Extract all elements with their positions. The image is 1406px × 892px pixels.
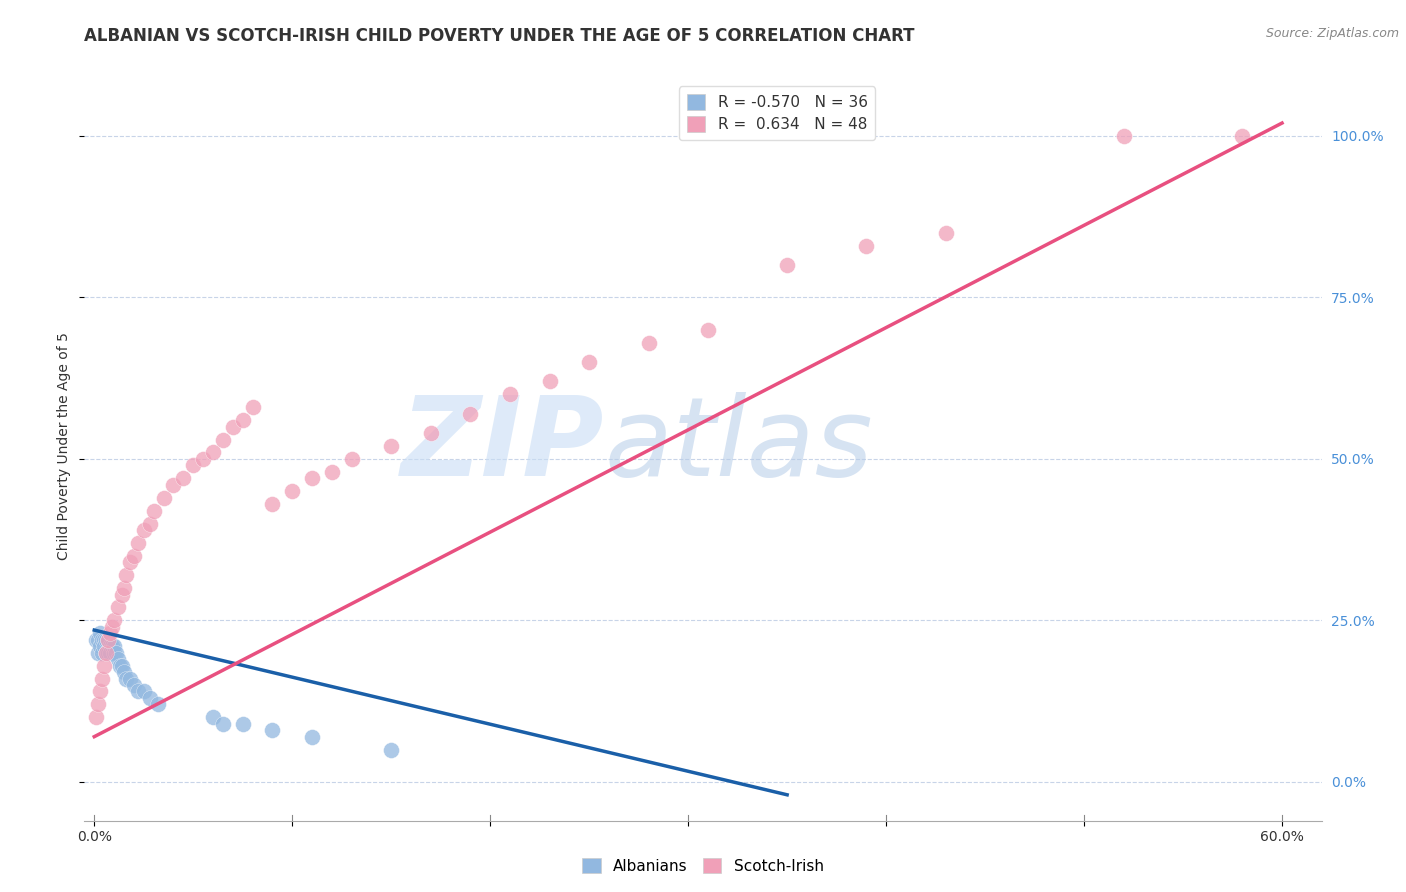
Point <box>103 646 125 660</box>
Point <box>301 471 323 485</box>
Point <box>103 614 125 628</box>
Point <box>112 581 135 595</box>
Point <box>97 632 120 647</box>
Point <box>181 458 204 473</box>
Point <box>89 639 111 653</box>
Point <box>94 646 117 660</box>
Point <box>94 632 117 647</box>
Point <box>162 477 184 491</box>
Point <box>93 639 115 653</box>
Point <box>91 632 114 647</box>
Text: Source: ZipAtlas.com: Source: ZipAtlas.com <box>1265 27 1399 40</box>
Point <box>321 465 343 479</box>
Point <box>301 730 323 744</box>
Point <box>637 335 659 350</box>
Point <box>89 626 111 640</box>
Point <box>202 710 225 724</box>
Point <box>118 555 141 569</box>
Point <box>538 375 561 389</box>
Point <box>87 646 110 660</box>
Point <box>380 742 402 756</box>
Point <box>1112 128 1135 143</box>
Point <box>460 407 482 421</box>
Point <box>115 672 138 686</box>
Point <box>934 226 956 240</box>
Text: 60.0%: 60.0% <box>1260 830 1303 845</box>
Point <box>111 588 134 602</box>
Point <box>1232 128 1254 143</box>
Point <box>222 419 245 434</box>
Point <box>97 632 120 647</box>
Point <box>212 716 235 731</box>
Point <box>111 658 134 673</box>
Point <box>578 355 600 369</box>
Text: ALBANIAN VS SCOTCH-IRISH CHILD POVERTY UNDER THE AGE OF 5 CORRELATION CHART: ALBANIAN VS SCOTCH-IRISH CHILD POVERTY U… <box>84 27 915 45</box>
Point <box>91 672 114 686</box>
Point <box>340 451 363 466</box>
Point <box>118 672 141 686</box>
Point <box>105 646 128 660</box>
Point <box>94 646 117 660</box>
Point <box>262 723 284 738</box>
Point <box>122 678 145 692</box>
Point <box>93 658 115 673</box>
Point <box>172 471 194 485</box>
Point <box>127 536 149 550</box>
Point <box>107 600 129 615</box>
Point <box>132 523 155 537</box>
Point <box>138 690 160 705</box>
Point <box>98 626 121 640</box>
Point <box>107 652 129 666</box>
Point <box>776 258 799 272</box>
Point <box>499 387 522 401</box>
Point <box>152 491 174 505</box>
Point <box>262 497 284 511</box>
Point <box>98 646 121 660</box>
Point <box>87 698 110 712</box>
Point <box>232 716 254 731</box>
Point <box>191 451 214 466</box>
Point <box>84 710 107 724</box>
Point <box>103 639 125 653</box>
Point <box>89 684 111 698</box>
Point <box>91 646 114 660</box>
Y-axis label: Child Poverty Under the Age of 5: Child Poverty Under the Age of 5 <box>58 332 72 560</box>
Point <box>132 684 155 698</box>
Point <box>281 484 304 499</box>
Point <box>232 413 254 427</box>
Point <box>146 698 169 712</box>
Point <box>855 239 877 253</box>
Point <box>142 503 165 517</box>
Point <box>93 632 115 647</box>
Text: ZIP: ZIP <box>401 392 605 500</box>
Point <box>101 639 124 653</box>
Point <box>212 433 235 447</box>
Point <box>380 439 402 453</box>
Point <box>127 684 149 698</box>
Point <box>97 646 120 660</box>
Point <box>697 323 720 337</box>
Point <box>419 426 441 441</box>
Point <box>115 568 138 582</box>
Point <box>87 632 110 647</box>
Legend: Albanians, Scotch-Irish: Albanians, Scotch-Irish <box>576 852 830 880</box>
Text: atlas: atlas <box>605 392 873 500</box>
Point <box>98 639 121 653</box>
Point <box>112 665 135 679</box>
Text: 0.0%: 0.0% <box>77 830 111 845</box>
Point <box>242 401 264 415</box>
Point <box>202 445 225 459</box>
Point <box>84 632 107 647</box>
Point <box>122 549 145 563</box>
Point <box>138 516 160 531</box>
Legend: R = -0.570   N = 36, R =  0.634   N = 48: R = -0.570 N = 36, R = 0.634 N = 48 <box>679 87 875 140</box>
Point <box>101 620 124 634</box>
Point <box>108 658 131 673</box>
